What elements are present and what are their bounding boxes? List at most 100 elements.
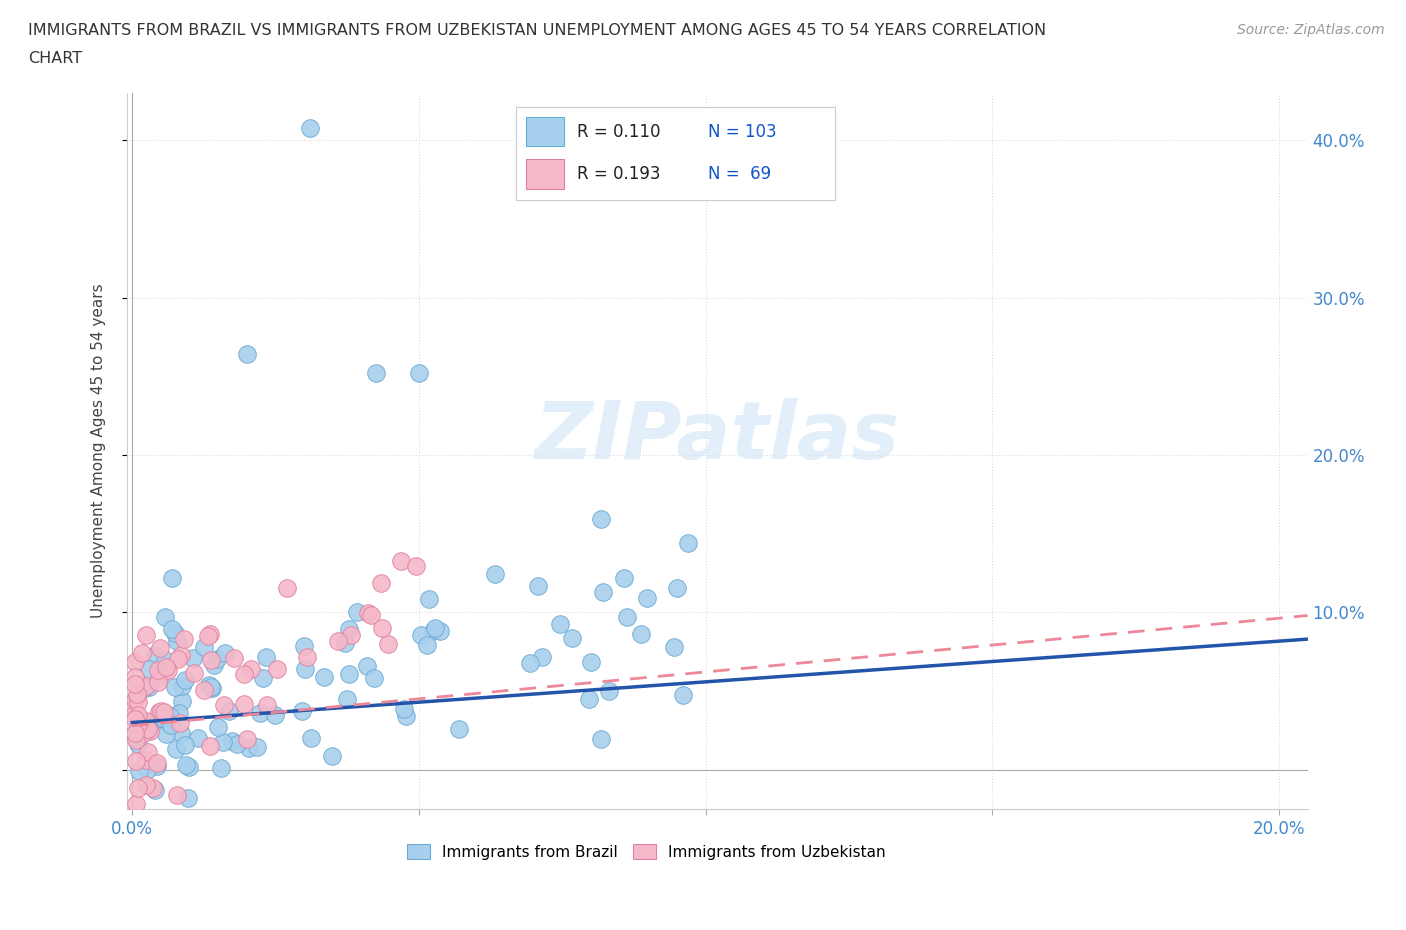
Point — [188, 732, 211, 747]
Point — [554, 645, 576, 660]
Point — [167, 779, 190, 794]
Point — [187, 635, 209, 650]
Point — [214, 715, 236, 730]
Point — [127, 684, 149, 699]
Point — [149, 650, 172, 665]
Point — [350, 416, 373, 431]
Point — [551, 703, 574, 718]
Point — [723, 647, 745, 662]
Point — [134, 724, 156, 739]
Point — [188, 677, 211, 692]
Point — [307, 665, 329, 680]
Point — [218, 667, 240, 682]
Point — [153, 679, 176, 694]
Point — [619, 606, 641, 621]
Point — [127, 691, 149, 706]
Point — [280, 671, 302, 685]
Point — [1062, 614, 1084, 629]
Text: ZIPatlas: ZIPatlas — [534, 398, 900, 476]
Point — [695, 432, 717, 446]
Point — [558, 650, 581, 665]
Point — [354, 744, 377, 759]
Point — [245, 682, 267, 697]
Point — [211, 784, 233, 799]
Point — [145, 732, 167, 747]
Point — [129, 790, 152, 805]
Point — [1035, 704, 1057, 719]
Point — [382, 686, 405, 701]
Point — [298, 761, 321, 776]
Point — [406, 717, 429, 732]
Point — [554, 683, 576, 698]
Point — [377, 715, 399, 730]
Point — [200, 603, 222, 618]
Point — [668, 717, 690, 732]
Point — [141, 665, 163, 680]
Point — [593, 631, 616, 646]
Point — [208, 648, 231, 663]
Point — [599, 633, 621, 648]
Point — [848, 600, 870, 615]
Point — [187, 671, 209, 686]
Point — [166, 666, 188, 681]
Point — [266, 659, 288, 674]
Point — [325, 670, 347, 684]
Point — [134, 717, 156, 732]
Point — [264, 696, 287, 711]
Point — [277, 693, 299, 708]
Point — [129, 702, 152, 717]
Point — [571, 631, 593, 645]
Point — [228, 758, 250, 773]
Point — [127, 672, 149, 687]
Point — [477, 227, 499, 242]
Point — [478, 736, 501, 751]
Point — [211, 655, 233, 670]
Point — [505, 684, 527, 699]
Point — [128, 755, 150, 770]
Point — [304, 739, 326, 754]
Point — [274, 692, 297, 707]
Point — [127, 735, 149, 750]
Point — [1057, 553, 1080, 568]
Point — [127, 732, 149, 747]
Point — [621, 644, 644, 658]
Point — [350, 737, 373, 751]
Point — [127, 715, 149, 730]
Point — [609, 432, 631, 446]
Point — [193, 679, 215, 694]
Point — [153, 729, 176, 744]
Point — [201, 644, 224, 659]
Point — [1211, 611, 1233, 626]
Point — [430, 611, 453, 626]
Point — [232, 786, 254, 801]
Point — [1039, 672, 1062, 687]
Point — [177, 684, 200, 698]
Point — [591, 676, 613, 691]
Point — [1232, 574, 1254, 589]
Point — [127, 721, 149, 736]
Point — [465, 659, 488, 674]
Point — [305, 709, 328, 724]
Point — [174, 714, 197, 729]
Point — [170, 757, 193, 772]
Point — [183, 720, 205, 735]
Point — [218, 724, 240, 738]
Point — [207, 694, 229, 709]
Point — [713, 619, 735, 634]
Point — [461, 713, 484, 728]
Point — [152, 748, 174, 763]
Point — [932, 609, 955, 624]
Point — [184, 714, 207, 729]
Point — [1111, 635, 1133, 650]
Point — [605, 686, 627, 701]
Point — [1222, 700, 1244, 715]
Point — [737, 646, 759, 661]
Point — [221, 693, 243, 708]
Point — [131, 699, 153, 714]
Point — [1104, 603, 1126, 618]
Point — [1139, 649, 1161, 664]
Point — [152, 728, 174, 743]
Point — [127, 717, 149, 732]
Text: Source: ZipAtlas.com: Source: ZipAtlas.com — [1237, 23, 1385, 37]
Point — [253, 736, 276, 751]
